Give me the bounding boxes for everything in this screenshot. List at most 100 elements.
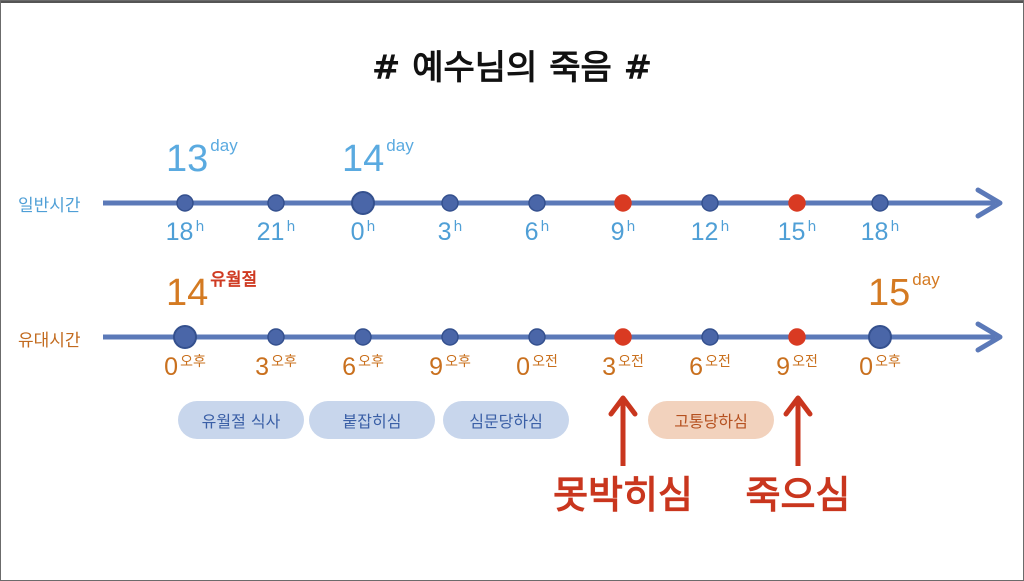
jewish-tick-label: 6 오후 xyxy=(342,353,384,382)
jewish-tick-label: 9 오후 xyxy=(429,353,471,382)
tick-value: 0 xyxy=(350,218,365,246)
day-number: 14 xyxy=(166,272,209,314)
general-axis xyxy=(103,187,1003,219)
general-tick-dot xyxy=(701,194,719,212)
general-tick-dot xyxy=(871,194,889,212)
general-tick-dot xyxy=(267,194,285,212)
jewish-tick-label: 9 오전 xyxy=(776,353,818,382)
jewish-tick-dot xyxy=(267,328,285,346)
tick-value: 3 xyxy=(255,353,270,381)
tick-unit: 오후 xyxy=(271,354,297,370)
jewish-tick-dot xyxy=(173,325,197,349)
tick-value: 18 xyxy=(860,218,889,246)
day-suffix: day xyxy=(386,136,414,155)
tick-unit: 오후 xyxy=(180,354,206,370)
general-tick-label: 21 h xyxy=(257,218,296,247)
tick-value: 3 xyxy=(602,353,617,381)
general-day-14: 14 day xyxy=(342,136,414,181)
tick-unit: h xyxy=(890,219,900,235)
tick-unit: h xyxy=(195,219,205,235)
jewish-tick-label: 3 오전 xyxy=(602,353,644,382)
jewish-axis xyxy=(103,321,1003,353)
general-tick-dot xyxy=(788,194,806,212)
tick-unit: h xyxy=(453,219,463,235)
tick-value: 0 xyxy=(859,353,874,381)
period-interrogated: 심문당하심 xyxy=(443,401,569,439)
general-tick-label: 15 h xyxy=(778,218,817,247)
tick-value: 3 xyxy=(437,218,452,246)
jewish-day-14: 14 유월절 xyxy=(166,270,258,315)
tick-unit: 오전 xyxy=(705,354,731,370)
general-day-13: 13 day xyxy=(166,136,238,181)
period-suffered: 고통당하심 xyxy=(648,401,774,439)
jewish-tick-dot xyxy=(528,328,546,346)
general-axis-arrow-icon xyxy=(975,187,1003,219)
day-suffix: 유월절 xyxy=(210,270,258,289)
tick-value: 6 xyxy=(342,353,357,381)
nail-arrow-icon xyxy=(608,395,638,417)
general-tick-dot xyxy=(176,194,194,212)
jewish-tick-label: 0 오후 xyxy=(859,353,901,382)
jewish-tick-label: 0 오후 xyxy=(164,353,206,382)
day-number: 13 xyxy=(166,138,209,180)
general-tick-dot xyxy=(351,191,375,215)
general-tick-label: 18 h xyxy=(166,218,205,247)
jewish-time-label: 유대시간 xyxy=(18,331,81,351)
jewish-dots xyxy=(173,325,892,349)
tick-value: 0 xyxy=(516,353,531,381)
jewish-tick-dot xyxy=(614,328,632,346)
jewish-day-15: 15 day xyxy=(868,270,940,315)
tick-value: 6 xyxy=(689,353,704,381)
tick-unit: 오전 xyxy=(532,354,558,370)
tick-unit: h xyxy=(540,219,550,235)
general-time-label: 일반시간 xyxy=(18,196,81,216)
tick-unit: 오전 xyxy=(792,354,818,370)
tick-unit: h xyxy=(366,219,376,235)
general-dots xyxy=(176,191,889,215)
tick-value: 9 xyxy=(610,218,625,246)
jewish-tick-dot xyxy=(868,325,892,349)
tick-value: 18 xyxy=(165,218,194,246)
general-tick-dot xyxy=(441,194,459,212)
jewish-tick-dot xyxy=(701,328,719,346)
tick-unit: h xyxy=(286,219,296,235)
event-died: 죽으심 xyxy=(745,473,851,517)
jewish-tick-dot xyxy=(354,328,372,346)
tick-unit: 오후 xyxy=(875,354,901,370)
day-suffix: day xyxy=(210,136,238,155)
tick-unit: 오후 xyxy=(445,354,471,370)
general-tick-label: 18 h xyxy=(861,218,900,247)
tick-value: 9 xyxy=(776,353,791,381)
tick-value: 6 xyxy=(524,218,539,246)
jewish-tick-label: 6 오전 xyxy=(689,353,731,382)
event-crucified: 못박히심 xyxy=(553,473,693,517)
tick-unit: 오전 xyxy=(618,354,644,370)
tick-value: 12 xyxy=(690,218,719,246)
jewish-tick-label: 0 오전 xyxy=(516,353,558,382)
period-passover-meal: 유월절 식사 xyxy=(178,401,304,439)
tick-unit: 오후 xyxy=(358,354,384,370)
general-tick-label: 12 h xyxy=(691,218,730,247)
tick-value: 21 xyxy=(256,218,285,246)
jewish-axis-arrow-icon xyxy=(975,321,1003,353)
tick-unit: h xyxy=(807,219,817,235)
event-arrows xyxy=(608,395,813,466)
tick-value: 0 xyxy=(164,353,179,381)
jewish-tick-dot xyxy=(788,328,806,346)
general-tick-dot xyxy=(614,194,632,212)
jewish-tick-label: 3 오후 xyxy=(255,353,297,382)
general-tick-dot xyxy=(528,194,546,212)
day-suffix: day xyxy=(912,270,940,289)
tick-value: 9 xyxy=(429,353,444,381)
top-border xyxy=(0,0,1024,3)
day-number: 14 xyxy=(342,138,385,180)
tick-unit: h xyxy=(720,219,730,235)
death-arrow-icon xyxy=(783,395,813,417)
jewish-tick-dot xyxy=(441,328,459,346)
page-title: # 예수님의 죽음 # xyxy=(371,48,653,88)
